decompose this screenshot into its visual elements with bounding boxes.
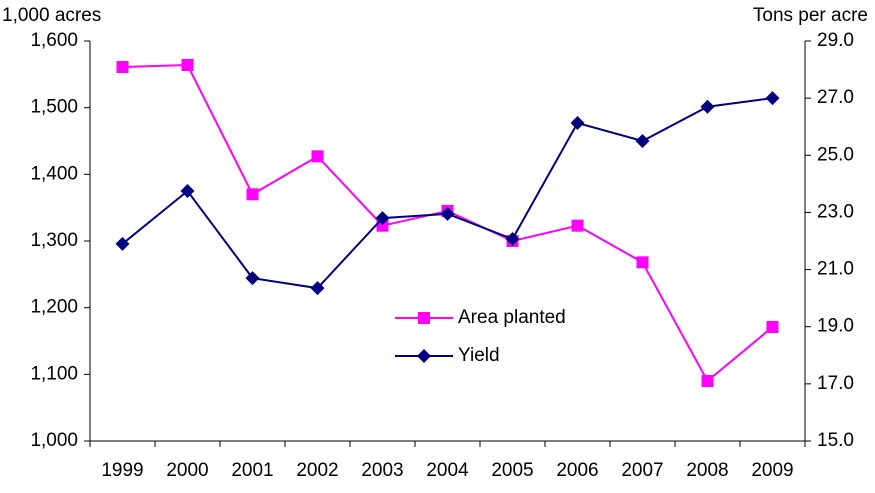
x-tick-label: 2008 xyxy=(686,460,728,481)
series-line xyxy=(121,97,773,290)
y-axis-label: 1,000 acres xyxy=(2,5,101,26)
legend-label: Yield xyxy=(458,345,500,366)
y2-tick-label: 23.0 xyxy=(817,201,854,222)
x-tick-label: 2004 xyxy=(426,460,469,481)
data-point xyxy=(701,375,714,387)
data-point xyxy=(245,271,260,286)
x-tick-label: 2000 xyxy=(166,460,208,481)
series-line xyxy=(122,63,774,383)
y-tick-label: 1,200 xyxy=(30,297,78,318)
data-point xyxy=(375,211,390,226)
y2-tick-label: 17.0 xyxy=(817,373,854,394)
x-tick-label: 2009 xyxy=(751,460,793,481)
y2-tick-label: 27.0 xyxy=(817,87,854,108)
data-point xyxy=(635,134,650,148)
data-point xyxy=(636,256,649,269)
legend-marker xyxy=(417,349,431,363)
data-point xyxy=(571,219,584,232)
data-point xyxy=(765,91,780,106)
x-tick-label: 1999 xyxy=(101,460,143,481)
x-tick-label: 2005 xyxy=(491,460,533,481)
y2-tick-label: 19.0 xyxy=(817,316,854,337)
x-tick-label: 2002 xyxy=(296,460,338,481)
data-point xyxy=(181,59,194,71)
y-tick-label: 1,500 xyxy=(30,97,78,118)
y-tick-label: 1,600 xyxy=(30,30,78,51)
y-tick-label: 1,400 xyxy=(30,163,78,184)
y2-axis-label: Tons per acre xyxy=(753,5,868,26)
data-point xyxy=(246,188,259,201)
data-point xyxy=(311,150,324,163)
data-point xyxy=(766,321,779,333)
legend-marker xyxy=(418,312,430,324)
y2-tick-label: 15.0 xyxy=(817,430,854,451)
x-tick-label: 2006 xyxy=(556,460,598,481)
data-point xyxy=(570,116,585,130)
legend-label: Area planted xyxy=(458,307,566,328)
data-point xyxy=(116,61,129,73)
x-tick-label: 2007 xyxy=(621,460,663,481)
data-point xyxy=(310,281,325,296)
x-tick-label: 2001 xyxy=(231,460,273,481)
y-tick-label: 1,100 xyxy=(30,363,78,384)
data-point xyxy=(700,99,715,114)
data-point xyxy=(505,232,520,246)
data-point xyxy=(440,206,455,221)
data-point xyxy=(115,236,130,251)
data-point xyxy=(180,184,195,198)
y2-tick-label: 21.0 xyxy=(817,259,854,280)
x-tick-label: 2003 xyxy=(361,460,403,481)
y-tick-label: 1,000 xyxy=(30,430,78,451)
y2-tick-label: 29.0 xyxy=(817,30,854,51)
y2-tick-label: 25.0 xyxy=(817,144,854,165)
y-tick-label: 1,300 xyxy=(30,230,78,251)
